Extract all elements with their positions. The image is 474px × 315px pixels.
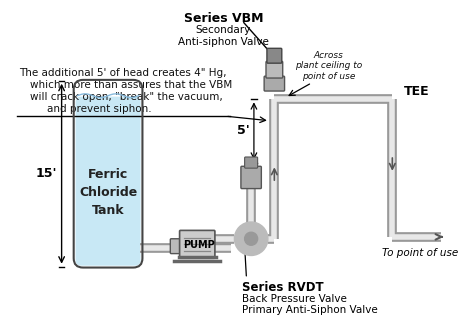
Text: The additional 5' of head creates 4" Hg,: The additional 5' of head creates 4" Hg, — [19, 68, 227, 78]
Text: Series RVDT: Series RVDT — [242, 281, 323, 294]
FancyBboxPatch shape — [266, 61, 283, 78]
FancyBboxPatch shape — [180, 230, 215, 258]
Text: Across
plant ceiling to
point of use: Across plant ceiling to point of use — [295, 51, 362, 81]
Text: which more than assures that the VBM: which more than assures that the VBM — [30, 80, 232, 90]
Text: 15': 15' — [36, 167, 57, 180]
Text: will crack open, "break" the vacuum,: will crack open, "break" the vacuum, — [30, 92, 223, 102]
FancyBboxPatch shape — [267, 48, 282, 63]
Text: Ferric
Chloride
Tank: Ferric Chloride Tank — [79, 168, 137, 217]
Text: To point of use: To point of use — [382, 248, 458, 258]
Text: 5': 5' — [237, 124, 250, 137]
Text: Secondary
Anti-siphon Valve: Secondary Anti-siphon Valve — [178, 25, 269, 47]
Text: Series VBM: Series VBM — [183, 12, 263, 25]
FancyBboxPatch shape — [245, 157, 258, 168]
Text: TEE: TEE — [403, 85, 429, 99]
FancyBboxPatch shape — [75, 97, 141, 266]
Circle shape — [235, 222, 268, 255]
Text: and prevent siphon.: and prevent siphon. — [47, 104, 151, 114]
Circle shape — [245, 232, 258, 245]
Text: Back Pressure Valve
Primary Anti-Siphon Valve: Back Pressure Valve Primary Anti-Siphon … — [242, 294, 378, 315]
FancyBboxPatch shape — [241, 166, 261, 189]
Text: PUMP: PUMP — [183, 240, 215, 250]
FancyBboxPatch shape — [170, 239, 185, 254]
FancyBboxPatch shape — [264, 76, 284, 91]
